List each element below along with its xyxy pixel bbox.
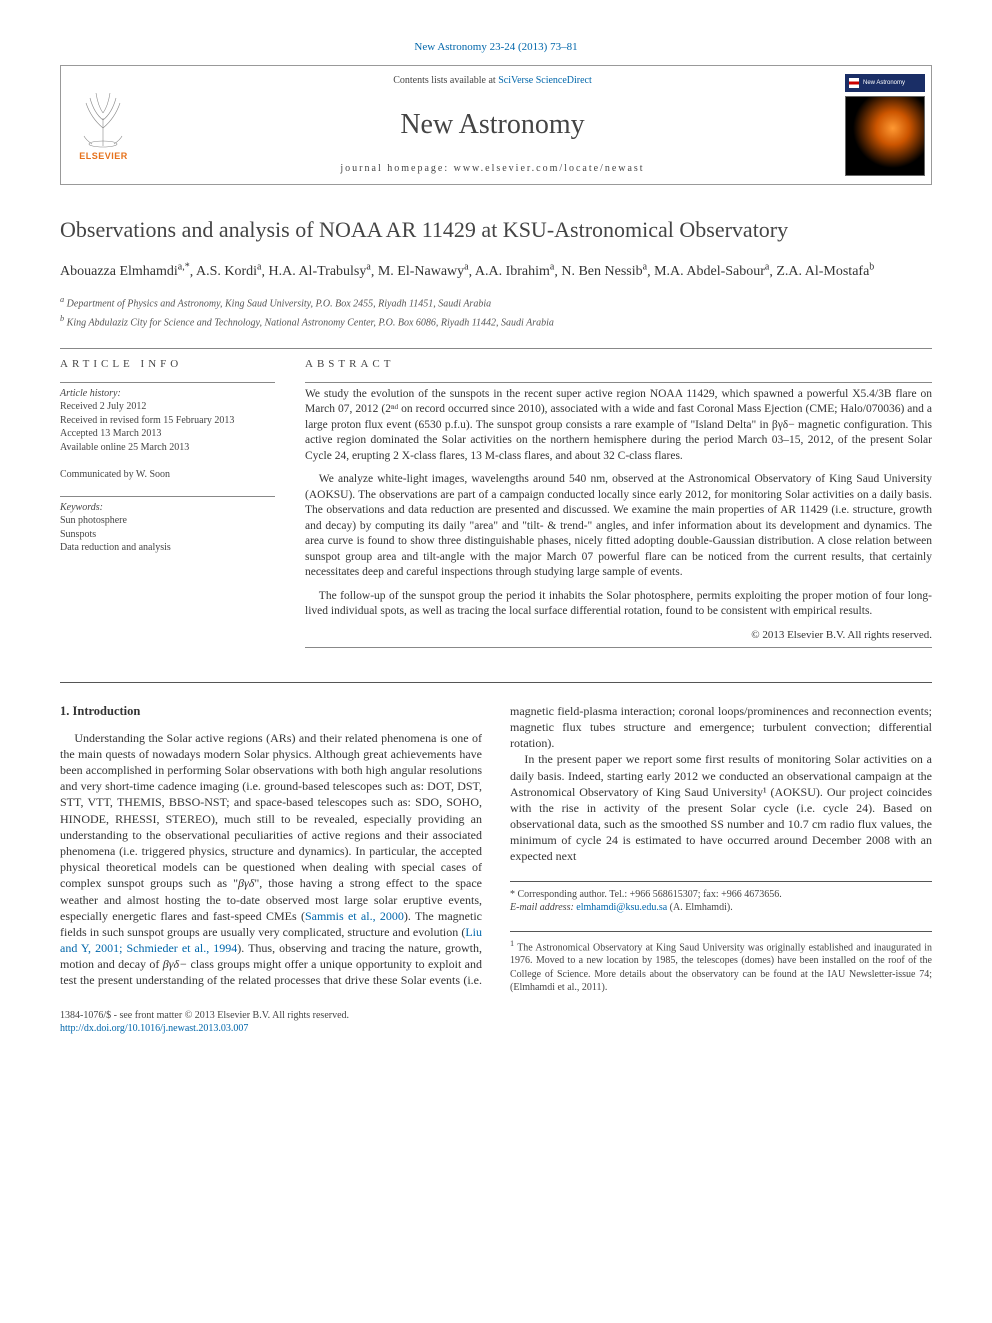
author: A.S. Kordia <box>196 264 262 279</box>
divider <box>60 348 932 349</box>
email-link[interactable]: elmhamdi@ksu.edu.sa <box>576 902 667 913</box>
author: H.A. Al-Trabulsya <box>269 264 371 279</box>
divider <box>305 647 932 648</box>
article-info-heading: ARTICLE INFO <box>60 357 275 372</box>
divider <box>60 496 275 497</box>
journal-cover-image <box>845 96 925 176</box>
citation-link[interactable]: Sammis et al., 2000 <box>305 909 404 923</box>
journal-header-box: ELSEVIER Contents lists available at Sci… <box>60 65 932 185</box>
author: Z.A. Al-Mostafab <box>776 264 874 279</box>
cover-flag: New Astronomy <box>845 74 925 92</box>
article-info-column: ARTICLE INFO Article history: Received 2… <box>60 357 275 652</box>
article-title: Observations and analysis of NOAA AR 114… <box>60 215 932 245</box>
observatory-footnote: 1 The Astronomical Observatory at King S… <box>510 931 932 995</box>
keywords-label: Keywords: <box>60 501 275 515</box>
history-item: Received in revised form 15 February 201… <box>60 414 275 428</box>
history-label: Article history: <box>60 387 275 401</box>
history-item: Received 2 July 2012 <box>60 400 275 414</box>
divider <box>60 382 275 383</box>
history-item: Available online 25 March 2013 <box>60 441 275 455</box>
contents-available-line: Contents lists available at SciVerse Sci… <box>393 74 592 88</box>
body-text-columns: 1. Introduction Understanding the Solar … <box>60 703 932 995</box>
abstract-heading: ABSTRACT <box>305 357 932 372</box>
header-center: Contents lists available at SciVerse Sci… <box>146 66 839 184</box>
keywords-block: Keywords: Sun photosphere Sunspots Data … <box>60 501 275 555</box>
flag-stripes-icon <box>849 78 859 88</box>
communicated-by: Communicated by W. Soon <box>60 468 275 482</box>
affiliation: b King Abdulaziz City for Science and Te… <box>60 313 932 330</box>
keyword: Sunspots <box>60 528 275 542</box>
top-citation-link[interactable]: New Astronomy 23-24 (2013) 73–81 <box>414 41 577 53</box>
section-heading: 1. Introduction <box>60 703 482 720</box>
publisher-label: ELSEVIER <box>79 150 128 162</box>
abstract-paragraph: We analyze white-light images, wavelengt… <box>305 472 932 581</box>
author: Abouazza Elmhamdia,* <box>60 264 190 279</box>
journal-homepage-url: www.elsevier.com/locate/newast <box>454 163 645 174</box>
abstract-paragraph: We study the evolution of the sunspots i… <box>305 387 932 465</box>
keyword: Sun photosphere <box>60 514 275 528</box>
issn-line: 1384-1076/$ - see front matter © 2013 El… <box>60 1009 932 1023</box>
keyword: Data reduction and analysis <box>60 541 275 555</box>
journal-homepage-line: journal homepage: www.elsevier.com/locat… <box>340 162 644 176</box>
full-width-divider <box>60 682 932 683</box>
cover-flag-text: New Astronomy <box>863 79 905 87</box>
elsevier-tree-icon <box>76 88 131 148</box>
affiliation: a Department of Physics and Astronomy, K… <box>60 294 932 311</box>
doi-link[interactable]: http://dx.doi.org/10.1016/j.newast.2013.… <box>60 1023 248 1034</box>
footer-meta: 1384-1076/$ - see front matter © 2013 El… <box>60 1009 932 1036</box>
history-item: Accepted 13 March 2013 <box>60 427 275 441</box>
abstract-column: ABSTRACT We study the evolution of the s… <box>305 357 932 652</box>
abstract-copyright: © 2013 Elsevier B.V. All rights reserved… <box>305 628 932 643</box>
corresponding-footnote: * Corresponding author. Tel.: +966 56861… <box>510 881 932 915</box>
divider <box>305 382 932 383</box>
affiliations: a Department of Physics and Astronomy, K… <box>60 294 932 330</box>
author: N. Ben Nessiba <box>561 264 647 279</box>
article-history: Article history: Received 2 July 2012 Re… <box>60 387 275 455</box>
body-paragraph: In the present paper we report some firs… <box>510 751 932 864</box>
top-citation: New Astronomy 23-24 (2013) 73–81 <box>60 40 932 55</box>
sciencedirect-link[interactable]: SciVerse ScienceDirect <box>498 75 592 86</box>
journal-name: New Astronomy <box>400 106 584 144</box>
author-list: Abouazza Elmhamdia,*, A.S. Kordia, H.A. … <box>60 260 932 283</box>
author: A.A. Ibrahima <box>475 264 555 279</box>
citation-link[interactable]: Liu and Y, 2001; Schmieder et al., 1994 <box>60 925 482 955</box>
abstract-paragraph: The follow-up of the sunspot group the p… <box>305 589 932 620</box>
author: M.A. Abdel-Saboura <box>654 264 769 279</box>
author: M. El-Nawawya <box>378 264 469 279</box>
cover-column: New Astronomy <box>839 66 931 184</box>
publisher-logo-column: ELSEVIER <box>61 66 146 184</box>
